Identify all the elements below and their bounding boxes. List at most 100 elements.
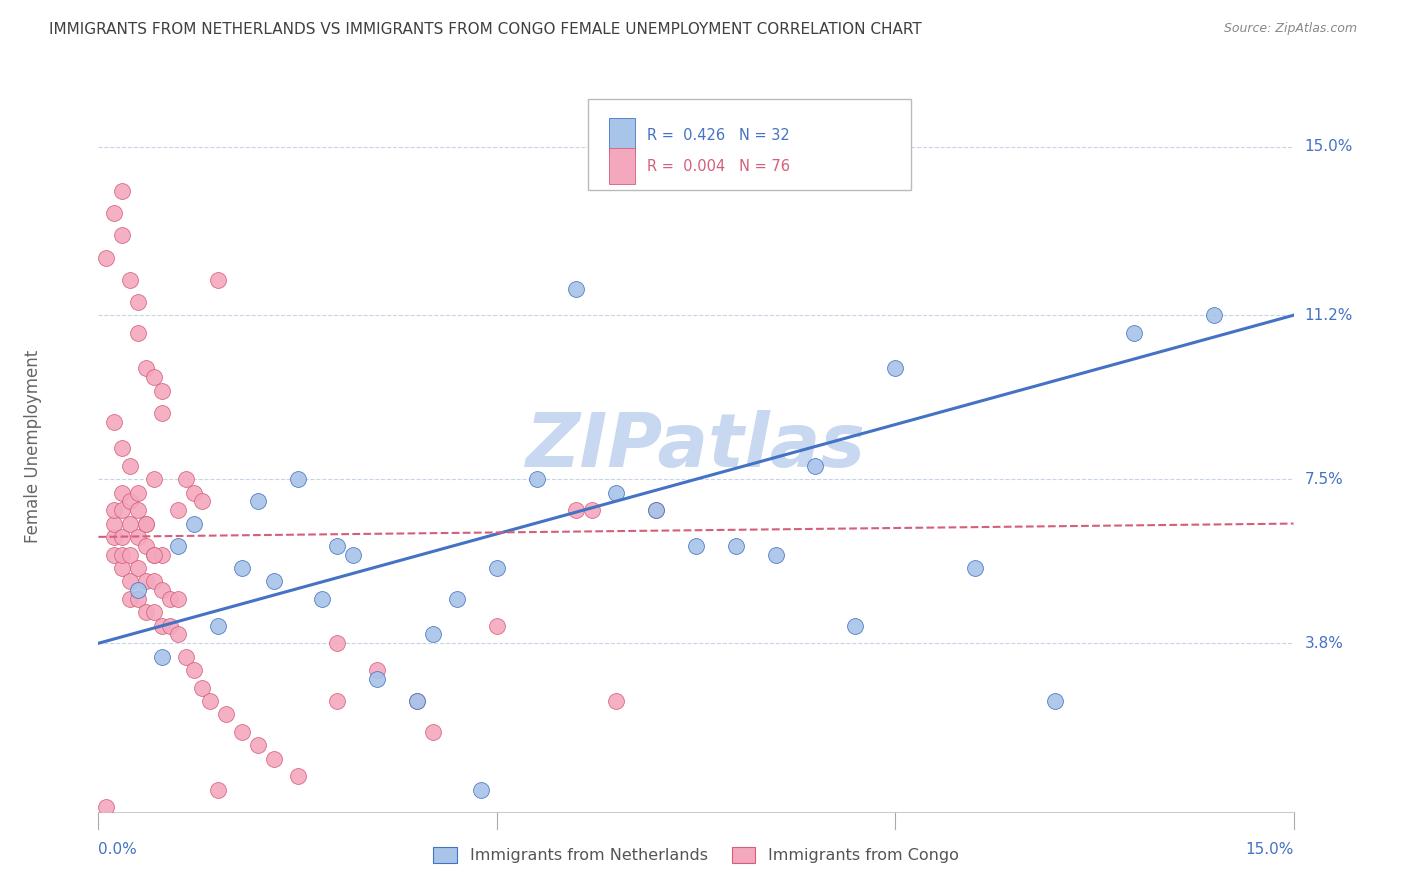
Point xyxy=(150,384,173,398)
Point xyxy=(581,503,603,517)
Point xyxy=(159,591,181,606)
Point xyxy=(103,415,125,429)
Point xyxy=(446,591,468,606)
Point xyxy=(183,663,205,677)
Legend: Immigrants from Netherlands, Immigrants from Congo: Immigrants from Netherlands, Immigrants … xyxy=(426,840,966,870)
Point xyxy=(342,548,364,562)
Point xyxy=(103,503,125,517)
Point xyxy=(120,574,142,589)
Point xyxy=(103,548,125,562)
Point xyxy=(191,494,214,508)
Point xyxy=(485,618,508,632)
Point xyxy=(120,548,142,562)
Point xyxy=(1043,694,1066,708)
Point xyxy=(143,548,166,562)
Point xyxy=(120,458,142,473)
Point xyxy=(150,583,173,598)
Point xyxy=(167,503,190,517)
Point xyxy=(135,361,157,376)
Point xyxy=(207,618,229,632)
Text: Female Unemployment: Female Unemployment xyxy=(24,350,42,542)
Text: 7.5%: 7.5% xyxy=(1305,472,1343,487)
Text: R =  0.426   N = 32: R = 0.426 N = 32 xyxy=(647,128,790,144)
Bar xyxy=(609,148,636,184)
Point xyxy=(406,694,429,708)
Point xyxy=(183,485,205,500)
Point xyxy=(111,441,134,455)
Point xyxy=(120,494,142,508)
Point xyxy=(422,627,444,641)
Text: R =  0.004   N = 76: R = 0.004 N = 76 xyxy=(647,159,790,174)
Text: Source: ZipAtlas.com: Source: ZipAtlas.com xyxy=(1223,22,1357,36)
Point xyxy=(804,458,827,473)
Point xyxy=(174,649,197,664)
Point xyxy=(191,681,214,695)
Point xyxy=(127,294,149,309)
Point xyxy=(406,694,429,708)
Point xyxy=(111,548,134,562)
Text: 15.0%: 15.0% xyxy=(1246,842,1294,857)
Point xyxy=(470,782,492,797)
FancyBboxPatch shape xyxy=(589,99,911,190)
Point xyxy=(96,800,118,814)
Point xyxy=(366,672,388,686)
Point xyxy=(111,530,134,544)
Point xyxy=(326,694,349,708)
Point xyxy=(422,725,444,739)
Point xyxy=(207,273,229,287)
Point xyxy=(120,516,142,531)
Point xyxy=(526,472,548,486)
Point xyxy=(96,251,118,265)
Text: 3.8%: 3.8% xyxy=(1305,636,1344,651)
Point xyxy=(565,503,588,517)
Point xyxy=(685,539,707,553)
Point xyxy=(135,605,157,619)
Point xyxy=(135,516,157,531)
Point xyxy=(605,694,627,708)
Point xyxy=(311,591,333,606)
Point xyxy=(111,184,134,198)
Point xyxy=(246,738,269,752)
Point xyxy=(143,472,166,486)
Point xyxy=(135,574,157,589)
Point xyxy=(150,649,173,664)
Point xyxy=(215,707,238,722)
Point xyxy=(103,530,125,544)
Point xyxy=(127,561,149,575)
Point xyxy=(167,591,190,606)
Point xyxy=(167,627,190,641)
Point xyxy=(127,485,149,500)
Point xyxy=(111,561,134,575)
Point xyxy=(143,605,166,619)
Text: IMMIGRANTS FROM NETHERLANDS VS IMMIGRANTS FROM CONGO FEMALE UNEMPLOYMENT CORRELA: IMMIGRANTS FROM NETHERLANDS VS IMMIGRANT… xyxy=(49,22,922,37)
Text: 11.2%: 11.2% xyxy=(1305,308,1353,323)
Point xyxy=(263,751,285,765)
Point xyxy=(366,663,388,677)
Point xyxy=(326,539,349,553)
Point xyxy=(263,574,285,589)
Point xyxy=(198,694,221,708)
Point xyxy=(724,539,747,553)
Text: 15.0%: 15.0% xyxy=(1305,139,1353,154)
Point xyxy=(111,503,134,517)
Text: 0.0%: 0.0% xyxy=(98,842,138,857)
Point xyxy=(485,561,508,575)
Point xyxy=(120,591,142,606)
Point xyxy=(174,472,197,486)
Point xyxy=(150,618,173,632)
Point xyxy=(111,228,134,243)
Point xyxy=(844,618,866,632)
Point xyxy=(246,494,269,508)
Text: ZIPatlas: ZIPatlas xyxy=(526,409,866,483)
Point xyxy=(645,503,668,517)
Point xyxy=(103,516,125,531)
Point xyxy=(231,561,253,575)
Point xyxy=(1123,326,1146,340)
Point xyxy=(287,472,309,486)
Point xyxy=(207,782,229,797)
Point xyxy=(645,503,668,517)
Point xyxy=(287,769,309,783)
Point xyxy=(111,485,134,500)
Point xyxy=(120,273,142,287)
Point xyxy=(127,583,149,598)
